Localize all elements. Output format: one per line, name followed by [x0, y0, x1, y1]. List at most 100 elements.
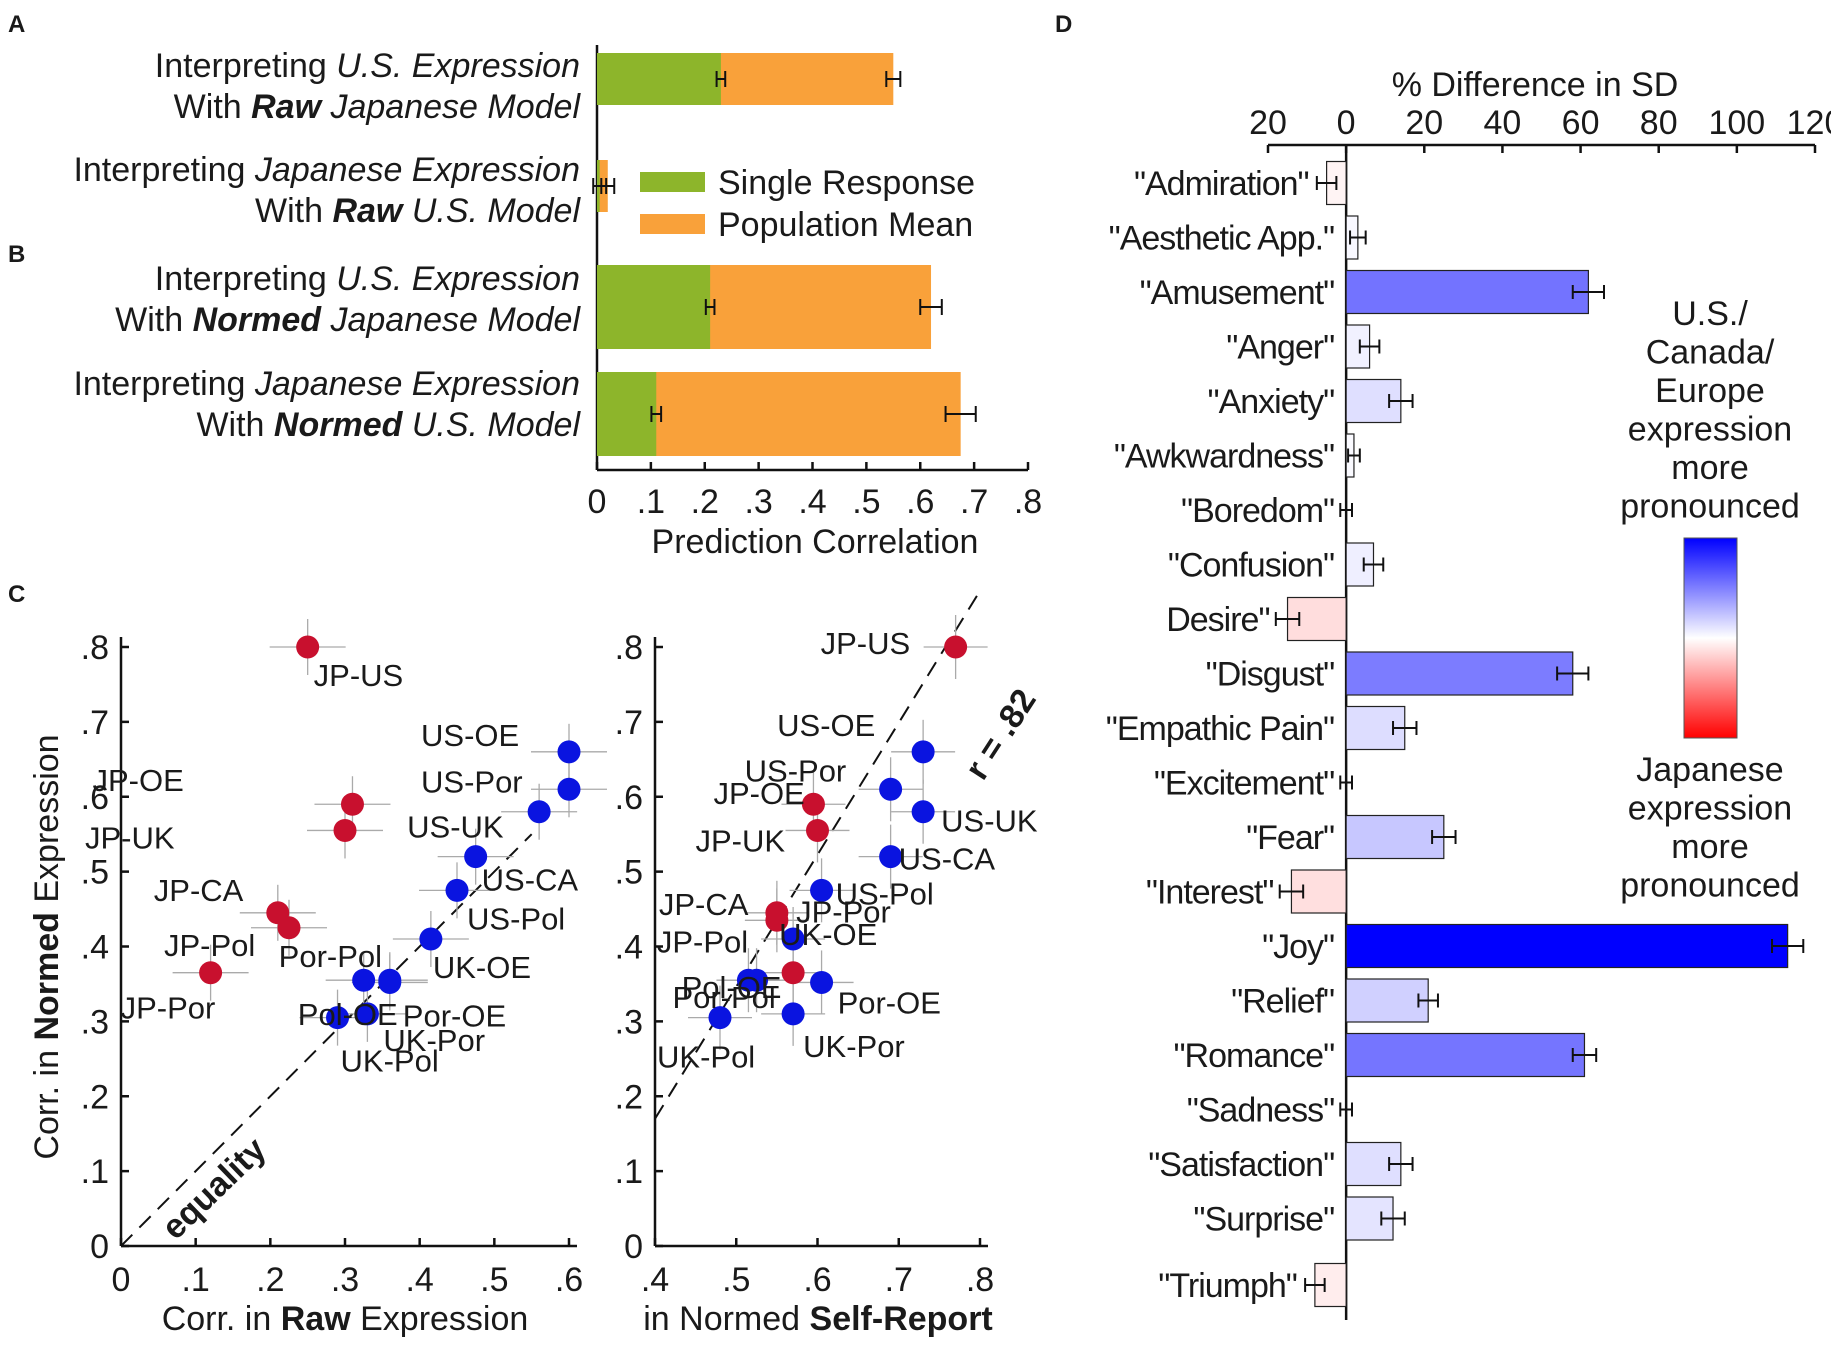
d-category-label: "Anxiety"	[1208, 383, 1335, 421]
ab-x-tick-label: .3	[744, 483, 772, 521]
scatter-point-uk-oe	[781, 927, 805, 951]
d-bar	[1345, 814, 1445, 860]
scatter-point-jp-oe	[340, 792, 364, 816]
point-label-jp-us: JP-US	[821, 626, 911, 661]
legend-us-text-line: expression	[1628, 411, 1792, 449]
point-label-us-oe: US-OE	[777, 708, 875, 743]
x-tick-label: .3	[331, 1261, 359, 1299]
c-right-y-tick-label: .7	[615, 704, 643, 742]
scatter-point-uk-oe	[419, 927, 443, 951]
ab-row-label-line2: With Normed Japanese Model	[115, 301, 581, 339]
d-error-bar	[1362, 557, 1385, 572]
d-category-label: "Excitement"	[1154, 765, 1334, 803]
d-x-tick-label: 20	[1249, 104, 1287, 142]
d-error-bar	[1571, 285, 1606, 299]
point-label-uk-oe: UK-OE	[779, 917, 877, 952]
d-category-label: "Sadness"	[1187, 1092, 1334, 1130]
d-error-bar	[1771, 939, 1805, 953]
panel-c-left-scatter: 0 .1 .2 .3 .4 .5 .6 .7 .8 0 .1 .2 .3 .4 .5 .6 JP-US JP-OE…	[28, 619, 607, 1338]
d-category-label: Desire"	[1166, 601, 1269, 639]
x-tick-label: .6	[555, 1261, 583, 1299]
d-category-label: "Amusement"	[1140, 274, 1335, 312]
legend-japan-text-line: Japanese	[1636, 751, 1783, 789]
point-label-us-oe: US-OE	[421, 718, 519, 753]
ab-row-label-line1: Interpreting U.S. Expression	[155, 260, 580, 298]
scatter-point-jp-pol	[277, 916, 301, 940]
scatter-point-us-uk	[911, 800, 935, 824]
d-error-bar	[1339, 503, 1354, 517]
d-bar	[1345, 978, 1429, 1023]
point-label-us-por: US-Por	[745, 753, 847, 788]
legend-japan-text-line: pronounced	[1620, 867, 1800, 905]
d-error-bar	[1304, 1278, 1326, 1292]
y-tick-label: .8	[81, 629, 109, 667]
error-bar-population	[885, 71, 902, 87]
d-category-label: "Awkwardness"	[1114, 438, 1334, 476]
point-label-us-por: US-Por	[421, 764, 523, 799]
d-bar	[1345, 651, 1574, 696]
d-error-bar	[1347, 448, 1361, 463]
scatter-point-jp-pol	[765, 908, 789, 932]
d-color-legend: U.S./Canada/Europeexpressionmorepronounc…	[1620, 295, 1800, 905]
d-bar	[1345, 269, 1589, 315]
x-tick-label: .7	[885, 1261, 913, 1299]
point-label-jp-oe: JP-OE	[713, 776, 804, 811]
scatter-point-jp-us	[944, 635, 968, 659]
panel-letter-c: C	[8, 581, 25, 608]
fit-r-label: r = .82	[958, 682, 1044, 786]
scatter-point-jp-oe	[801, 792, 825, 816]
d-error-bar	[1278, 884, 1305, 899]
d-error-bar	[1392, 721, 1418, 735]
ab-x-tick-label: .4	[798, 483, 826, 521]
c-right-y-tick-label: .1	[615, 1153, 643, 1191]
point-label-por-oe: Por-OE	[403, 998, 506, 1033]
x-tick-label: .6	[803, 1261, 831, 1299]
ab-row-label-line1: Interpreting Japanese Expression	[73, 365, 580, 403]
d-category-label: "Admiration"	[1134, 165, 1309, 203]
legend-us-text-line: more	[1671, 449, 1748, 487]
ab-x-tick-label: .7	[960, 483, 988, 521]
d-title: % Difference in SD	[1392, 66, 1679, 104]
legend-us-text-line: Europe	[1655, 372, 1765, 410]
point-label-jp-uk: JP-UK	[85, 820, 175, 855]
c-right-y-tick-label: 0	[624, 1228, 643, 1266]
x-tick-label: 0	[112, 1261, 131, 1299]
point-label-jp-oe: JP-OE	[92, 763, 183, 798]
point-label-uk-pol: UK-Pol	[657, 1040, 755, 1075]
legend-japan-text-line: more	[1671, 828, 1748, 866]
d-x-tick-label: 80	[1640, 104, 1678, 142]
scatter-point-us-ca	[879, 845, 903, 869]
scatter-point-uk-pol	[708, 1006, 732, 1030]
scatter-point-jp-us	[296, 635, 320, 659]
d-category-label: "Satisfaction"	[1148, 1146, 1334, 1184]
point-label-us-uk: US-UK	[941, 804, 1038, 839]
point-label-jp-pol: JP-Pol	[657, 924, 748, 959]
panel-ab-chart: Interpreting U.S. Expression With Raw Jap…	[73, 45, 1042, 561]
c-right-y-tick-label: .2	[615, 1078, 643, 1116]
scatter-point-por-oe	[810, 970, 834, 994]
y-tick-label: .5	[81, 854, 109, 892]
d-category-label: "Disgust"	[1206, 656, 1335, 694]
y-tick-label: .6	[81, 779, 109, 817]
d-error-bar	[1556, 666, 1590, 681]
panel-letter-a: A	[8, 11, 25, 38]
scatter-point-us-oe	[557, 740, 581, 764]
point-label-uk-oe: UK-OE	[433, 950, 531, 985]
ab-x-tick-label: 0	[588, 483, 607, 521]
point-label-pol-oe: Pol-OE	[298, 997, 398, 1032]
legend-us-text-line: U.S./	[1672, 295, 1748, 333]
point-label-por-oe: Por-OE	[838, 985, 941, 1020]
ab-row-label-line2: With Raw Japanese Model	[174, 88, 582, 126]
y-tick-label: .4	[81, 929, 109, 967]
d-category-label: "Romance"	[1173, 1037, 1334, 1075]
d-error-bar	[1388, 1157, 1414, 1171]
d-error-bar	[1274, 612, 1301, 626]
d-category-label: "Fear"	[1246, 819, 1334, 857]
d-x-tick-label: 60	[1562, 104, 1600, 142]
d-error-bar	[1380, 1211, 1406, 1226]
c-right-x-axis-title: in Normed Self-Report	[643, 1300, 993, 1338]
bar-single-response	[597, 372, 657, 456]
d-error-bar	[1358, 339, 1381, 354]
c-left-y-axis-title: Corr. in Normed Expression	[28, 734, 66, 1159]
error-bar-single	[715, 71, 727, 87]
